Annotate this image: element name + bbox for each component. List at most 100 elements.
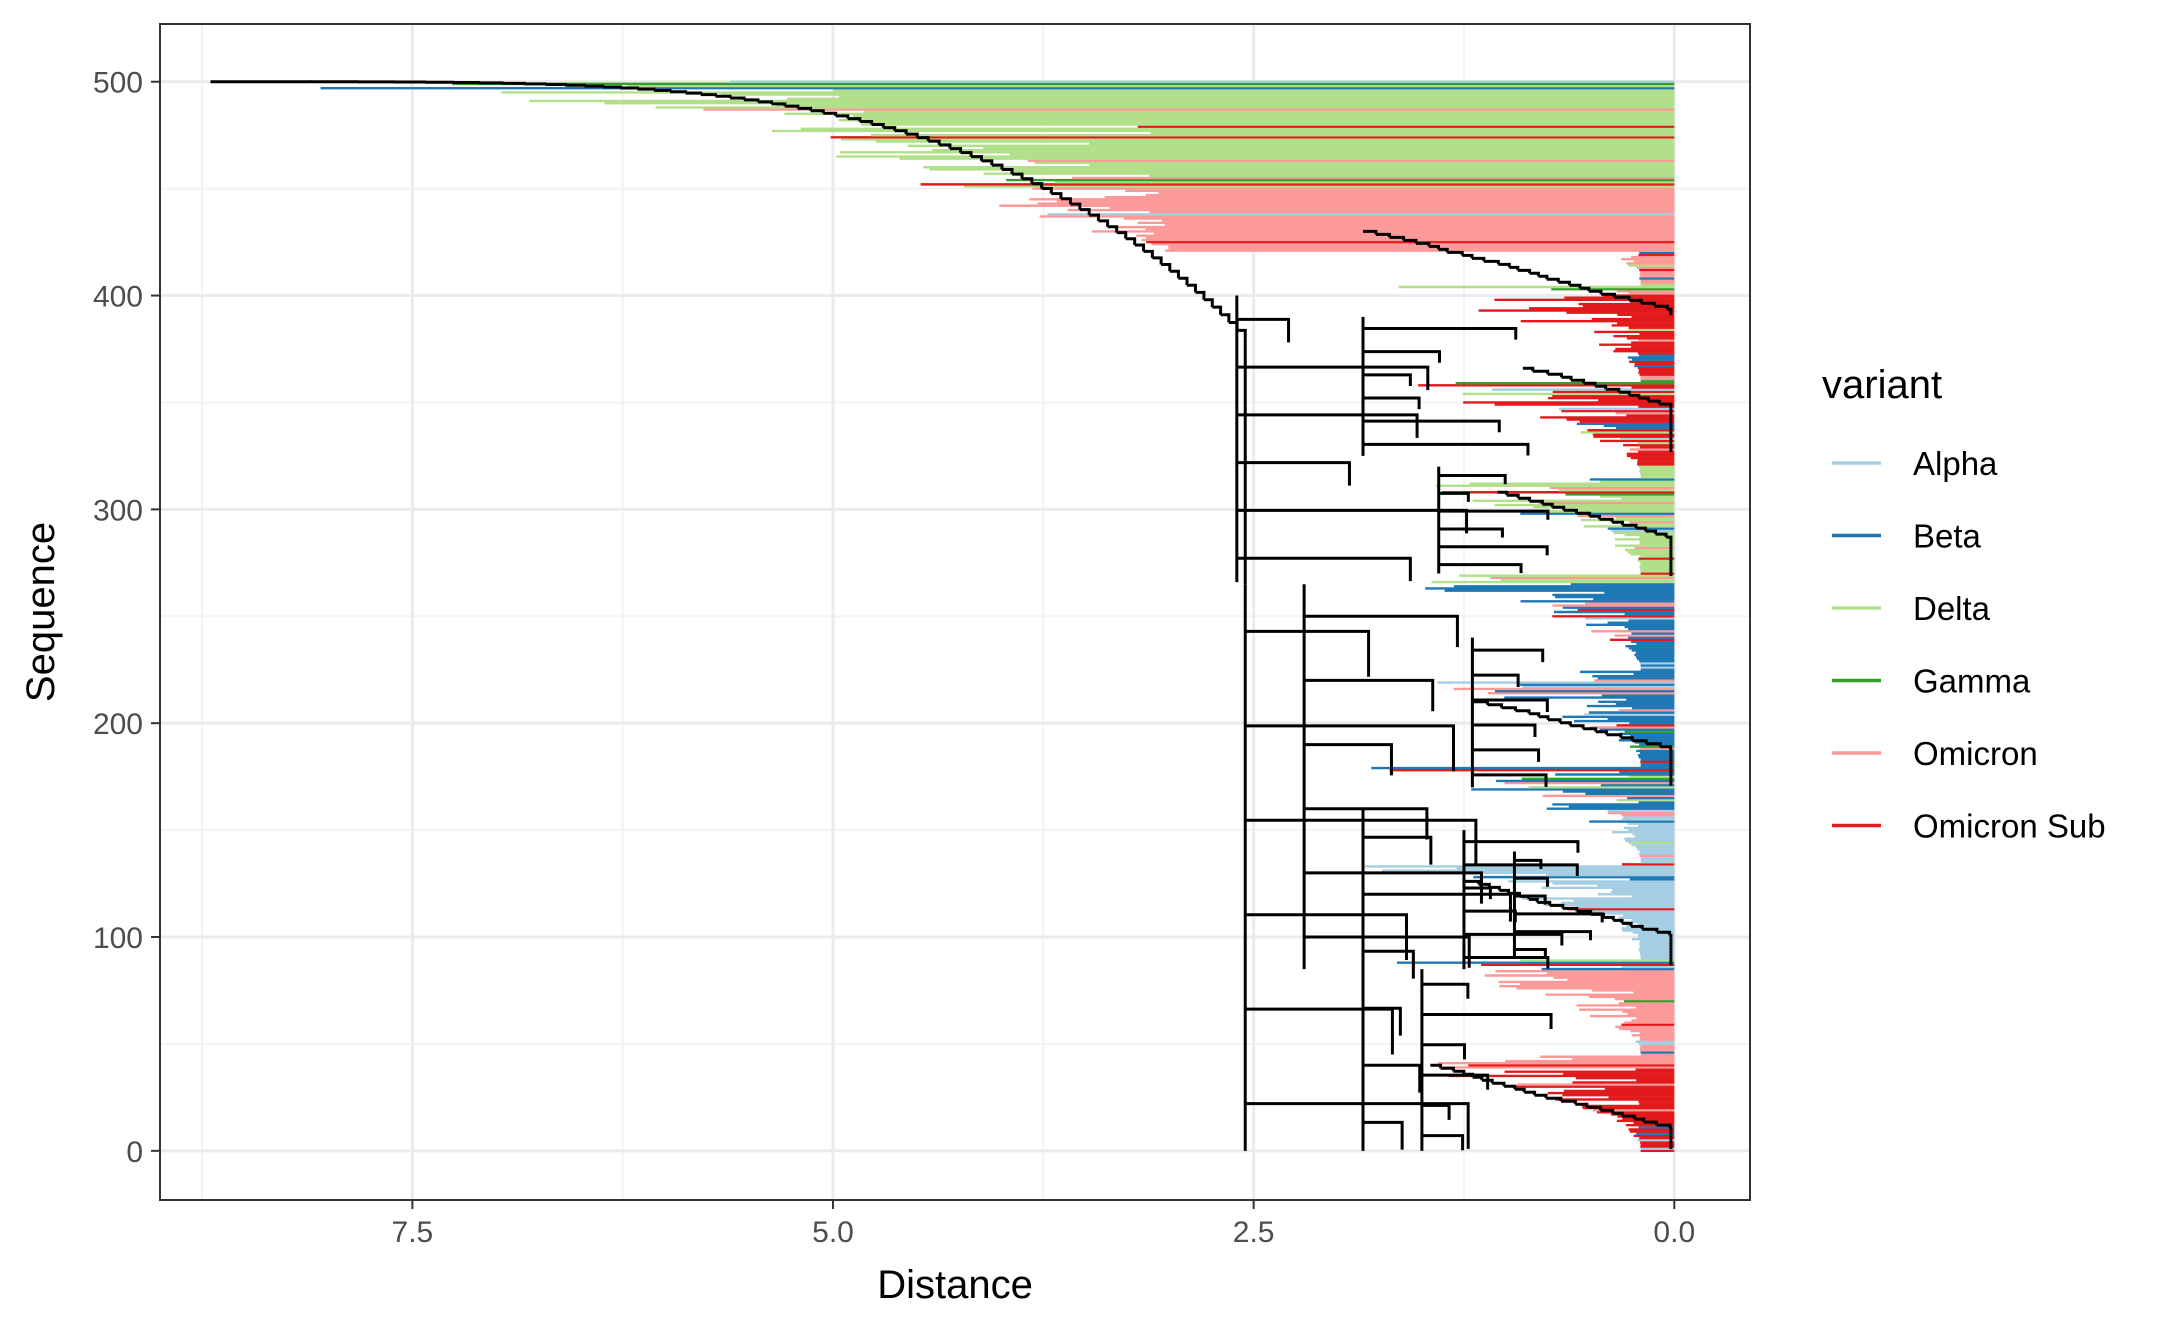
legend-label: Gamma [1913,663,2031,700]
legend-label: Omicron Sub [1913,808,2106,845]
tree-branch [1152,256,1163,265]
tree-branch [1363,835,1433,865]
tree-branch [744,98,760,102]
tree-branch [906,132,919,138]
tree-branch [1237,328,1247,339]
tree-branch [1563,508,1578,514]
tree-branch [1041,187,1053,194]
tree-branch [1363,419,1501,433]
tree-branch [700,93,718,97]
x-axis-ticks: 7.5 5.0 2.5 0.0 [392,1200,1695,1249]
tree-branch [1549,903,1565,909]
tree-branch [1236,413,1419,438]
tree-branch [1363,350,1441,363]
tree-branch [1363,442,1530,456]
tree-branch [1236,317,1291,343]
tree-branch [1363,1120,1404,1150]
tree-branch [991,163,1004,170]
tree-branch [1472,723,1537,737]
tree-branch [1463,955,1550,969]
tree-branch [1134,243,1146,252]
tree-branch [1143,249,1154,258]
tree-branch [1659,402,1673,408]
tree-branch [1304,807,1429,840]
tree-branch [1472,648,1545,663]
x-tick-label: 2.5 [1233,1216,1275,1249]
y-tick-label: 200 [93,708,143,741]
tree-branch [1629,393,1641,399]
tree-branch [1245,818,1478,866]
tree-branch [1438,247,1449,253]
tree-branch [1304,678,1435,712]
tree-branch [1363,949,1415,979]
tree-branch [1363,1063,1422,1093]
tree-branch [1514,930,1592,941]
tree-branches [210,80,1673,1151]
tree-branch [524,82,547,86]
tree-branch [669,90,688,94]
tree-branch [1463,863,1579,876]
tree-branch [685,91,703,95]
tree-branch [565,83,586,87]
tree-branch [1515,709,1531,714]
tree-branch [1245,629,1371,677]
tree-branch [1031,182,1044,189]
tree-branch [1060,197,1072,205]
tree-branch [1534,1093,1548,1099]
tree-branch [1588,289,1603,295]
tree-branch [1203,298,1214,308]
tree-branch [1472,673,1520,688]
tree-branch [1478,882,1491,888]
tree-branch [653,88,672,92]
tree-branch [1375,232,1391,238]
tree-branch [1212,305,1223,315]
tree-branch [1463,932,1564,946]
tree-branch [1483,259,1500,265]
tree-branch [1304,743,1393,776]
tree-branch [1631,924,1644,930]
x-tick-label: 5.0 [812,1216,854,1249]
tree-branch [1613,918,1624,924]
tree-branch [1656,930,1672,936]
tree-branch [1622,523,1638,529]
tree-branch [1161,263,1172,272]
tree-branch [1447,250,1464,256]
y-axis-ticks: 0 100 200 300 400 500 [93,67,160,1169]
tree-branch [1304,614,1459,648]
tree-branch [1098,219,1110,227]
tree-branch [1508,891,1522,897]
tree-branch [1236,461,1351,486]
tree-branch [1489,885,1501,891]
y-tick-label: 300 [93,494,143,527]
tree-branch [1421,982,1470,999]
tree-branch [1421,1043,1466,1060]
tree-branch [1178,276,1189,286]
y-tick-label: 0 [126,1136,143,1169]
tree-branch [1667,307,1673,313]
tree-branch [637,87,656,91]
tree-branch [502,81,526,85]
tree-branch [1600,1108,1615,1114]
tree-branch [1001,168,1014,175]
tree-branch [545,83,567,87]
x-axis-title: Distance [877,1263,1033,1307]
tree-branch [1438,509,1550,520]
tree-branch [1571,378,1586,384]
tree-branch [1438,527,1504,538]
legend-label: Delta [1913,590,1991,627]
tree-branch [1514,947,1547,959]
legend-item: Omicron [1832,735,2038,772]
tree-branch [1472,1075,1484,1081]
tree-branch [960,151,973,157]
tree-branch [1438,474,1507,485]
tree-branch [1245,1102,1470,1149]
tree-branch [917,136,930,142]
y-tick-label: 400 [93,281,143,314]
tree-branch [1022,177,1034,184]
tree-branch [1497,490,1509,496]
tree-branch [1363,327,1518,340]
tree-branch [1070,202,1082,210]
tree-branch [1421,1134,1465,1151]
tree-branch [1169,269,1180,279]
tree-branch [1561,375,1573,381]
